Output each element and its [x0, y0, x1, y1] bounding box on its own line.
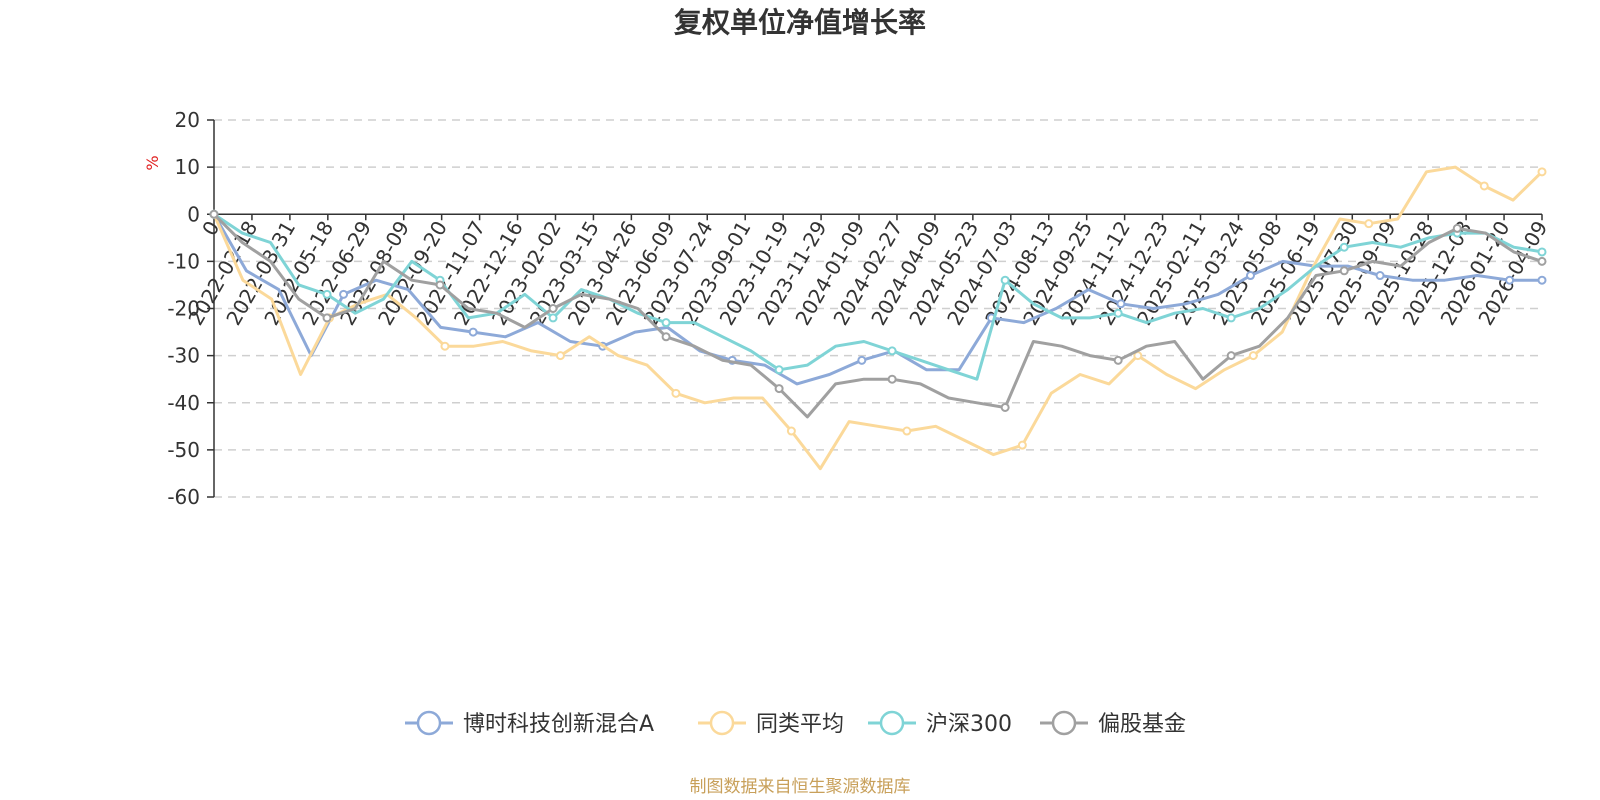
y-tick-label: -40 — [167, 391, 200, 415]
legend[interactable]: 博时科技创新混合A 同类平均 沪深300 偏股基金 — [405, 710, 1186, 737]
y-tick-label: -20 — [167, 297, 200, 321]
legend-marker — [1051, 710, 1077, 736]
data-point — [1505, 275, 1515, 285]
data-point — [1000, 402, 1010, 412]
data-point — [1248, 351, 1258, 361]
y-tick-label: 20 — [175, 108, 200, 132]
data-point — [1116, 299, 1126, 309]
y-tick-label: 10 — [175, 155, 200, 179]
data-point — [887, 346, 897, 356]
data-point — [209, 209, 219, 219]
grid-lines — [214, 119, 1542, 498]
data-point — [1113, 308, 1123, 318]
data-point — [1537, 247, 1547, 257]
legend-item[interactable]: 沪深300 — [868, 710, 1012, 737]
data-point — [468, 327, 478, 337]
data-point — [1245, 271, 1255, 281]
source-note: 制图数据来自恒生聚源数据库 — [690, 777, 911, 797]
legend-marker — [709, 710, 735, 736]
series-line — [213, 213, 1543, 381]
data-point — [1537, 256, 1547, 266]
series-lines — [209, 165, 1547, 471]
series-line — [212, 165, 1544, 471]
legend-marker — [879, 710, 905, 736]
data-point — [440, 341, 450, 351]
series-line — [212, 213, 1543, 419]
series-line — [212, 213, 1542, 386]
legend-item[interactable]: 偏股基金 — [1040, 710, 1186, 737]
data-point — [435, 280, 445, 290]
data-point — [671, 388, 681, 398]
legend-item[interactable]: 同类平均 — [698, 710, 844, 737]
legend-item[interactable]: 博时科技创新混合A — [405, 710, 654, 737]
data-point — [339, 289, 349, 299]
data-point — [1339, 266, 1349, 276]
data-point — [1339, 242, 1349, 252]
legend-marker — [416, 710, 442, 736]
legend-label: 沪深300 — [926, 712, 1012, 737]
data-point — [902, 426, 912, 436]
data-point — [1017, 440, 1027, 450]
data-point — [322, 313, 332, 323]
data-point — [786, 426, 796, 436]
y-tick-label: 0 — [187, 202, 200, 226]
data-point — [1375, 271, 1385, 281]
data-point — [1364, 219, 1374, 229]
data-point — [1479, 181, 1489, 191]
data-point — [661, 332, 671, 342]
y-tick-label: -10 — [167, 249, 200, 273]
y-tick-label: -30 — [167, 344, 200, 368]
data-point — [1226, 351, 1236, 361]
data-point — [887, 374, 897, 384]
data-point — [548, 304, 558, 313]
chart-title: 复权单位净值增长率 — [674, 6, 926, 39]
data-point — [322, 289, 332, 299]
data-point — [774, 384, 784, 394]
data-point — [555, 351, 565, 361]
y-tick-label: -60 — [167, 485, 200, 509]
data-point — [1452, 223, 1462, 233]
data-point — [1000, 275, 1010, 285]
data-point — [1226, 313, 1236, 323]
data-point — [548, 313, 558, 323]
y-tick-label: -50 — [167, 438, 200, 462]
data-point — [1113, 355, 1123, 365]
legend-label: 同类平均 — [756, 712, 844, 737]
data-point — [661, 318, 671, 328]
legend-label: 偏股基金 — [1098, 712, 1186, 737]
data-point — [857, 355, 867, 365]
data-point — [774, 365, 784, 375]
data-point — [1537, 275, 1547, 285]
legend-label: 博时科技创新混合A — [463, 712, 654, 737]
y-axis-unit: % — [143, 155, 162, 170]
data-point — [1537, 167, 1547, 177]
